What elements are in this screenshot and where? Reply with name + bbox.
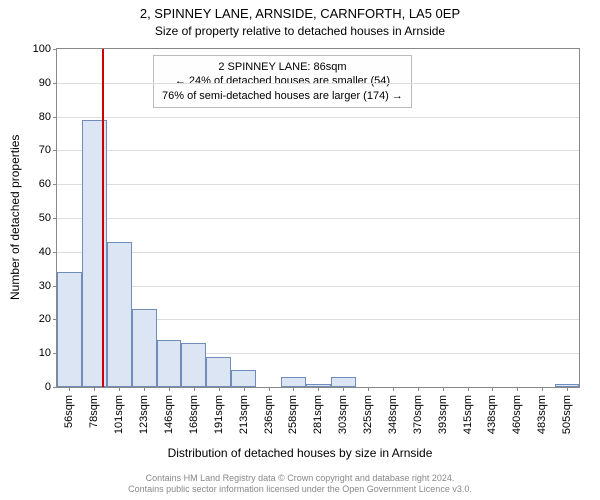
gridline <box>57 117 579 118</box>
y-tick-label: 100 <box>33 43 51 55</box>
x-tick-label: 438sqm <box>486 395 498 434</box>
gridline <box>57 286 579 287</box>
histogram-bar <box>157 340 182 387</box>
histogram-bar <box>281 377 306 387</box>
x-tick-mark <box>418 387 419 391</box>
y-tick-mark <box>53 150 57 151</box>
x-tick-label: 168sqm <box>188 395 200 434</box>
x-tick-mark <box>443 387 444 391</box>
footer-text: Contains HM Land Registry data © Crown c… <box>0 473 600 496</box>
x-tick-label: 146sqm <box>163 395 175 434</box>
x-tick-mark <box>144 387 145 391</box>
x-tick-label: 505sqm <box>561 395 573 434</box>
x-tick-mark <box>194 387 195 391</box>
x-tick-label: 281sqm <box>312 395 324 434</box>
x-tick-mark <box>169 387 170 391</box>
x-tick-label: 101sqm <box>113 395 125 434</box>
y-tick-mark <box>53 218 57 219</box>
gridline <box>57 218 579 219</box>
histogram-bar <box>231 370 256 387</box>
x-tick-mark <box>69 387 70 391</box>
y-tick-mark <box>53 83 57 84</box>
x-tick-label: 415sqm <box>462 395 474 434</box>
histogram-bar <box>331 377 356 387</box>
x-tick-mark <box>119 387 120 391</box>
annotation-line1: 2 SPINNEY LANE: 86sqm <box>162 60 403 74</box>
x-tick-label: 325sqm <box>362 395 374 434</box>
x-tick-label: 370sqm <box>412 395 424 434</box>
x-tick-label: 348sqm <box>387 395 399 434</box>
y-tick-mark <box>53 387 57 388</box>
y-tick-label: 80 <box>39 111 51 123</box>
y-tick-label: 0 <box>45 381 51 393</box>
x-tick-mark <box>318 387 319 391</box>
annotation-line2: ← 24% of detached houses are smaller (54… <box>162 74 403 88</box>
histogram-bar <box>181 343 206 387</box>
x-axis-label: Distribution of detached houses by size … <box>0 446 600 460</box>
histogram-bar <box>132 309 157 387</box>
x-tick-mark <box>244 387 245 391</box>
x-tick-mark <box>542 387 543 391</box>
x-tick-mark <box>393 387 394 391</box>
y-tick-label: 10 <box>39 347 51 359</box>
x-tick-label: 191sqm <box>213 395 225 434</box>
y-tick-label: 70 <box>39 144 51 156</box>
plot-area: 2 SPINNEY LANE: 86sqm ← 24% of detached … <box>56 48 580 388</box>
footer-line1: Contains HM Land Registry data © Crown c… <box>0 473 600 485</box>
y-tick-label: 30 <box>39 280 51 292</box>
y-tick-label: 40 <box>39 246 51 258</box>
x-tick-mark <box>517 387 518 391</box>
x-tick-label: 236sqm <box>263 395 275 434</box>
x-tick-mark <box>343 387 344 391</box>
x-tick-label: 56sqm <box>63 395 75 428</box>
x-tick-mark <box>219 387 220 391</box>
gridline <box>57 150 579 151</box>
chart-title-line2: Size of property relative to detached ho… <box>0 24 600 38</box>
x-tick-label: 393sqm <box>437 395 449 434</box>
annotation-box: 2 SPINNEY LANE: 86sqm ← 24% of detached … <box>153 55 412 108</box>
x-tick-mark <box>293 387 294 391</box>
x-tick-mark <box>567 387 568 391</box>
y-tick-label: 20 <box>39 313 51 325</box>
y-tick-label: 60 <box>39 178 51 190</box>
x-tick-mark <box>269 387 270 391</box>
y-tick-label: 50 <box>39 212 51 224</box>
x-tick-mark <box>492 387 493 391</box>
gridline <box>57 184 579 185</box>
y-tick-mark <box>53 49 57 50</box>
chart-container: 2, SPINNEY LANE, ARNSIDE, CARNFORTH, LA5… <box>0 0 600 500</box>
y-tick-mark <box>53 117 57 118</box>
gridline <box>57 252 579 253</box>
histogram-bar <box>57 272 82 387</box>
reference-line <box>102 49 104 387</box>
x-tick-label: 78sqm <box>88 395 100 428</box>
x-tick-label: 460sqm <box>511 395 523 434</box>
chart-title-line1: 2, SPINNEY LANE, ARNSIDE, CARNFORTH, LA5… <box>0 6 600 21</box>
gridline <box>57 83 579 84</box>
footer-line2: Contains public sector information licen… <box>0 484 600 496</box>
y-axis-label: Number of detached properties <box>8 45 22 210</box>
x-tick-mark <box>468 387 469 391</box>
y-tick-label: 90 <box>39 77 51 89</box>
histogram-bar <box>206 357 231 387</box>
x-tick-mark <box>94 387 95 391</box>
y-tick-mark <box>53 252 57 253</box>
x-tick-label: 483sqm <box>536 395 548 434</box>
x-tick-label: 213sqm <box>238 395 250 434</box>
histogram-bar <box>107 242 132 387</box>
x-tick-label: 303sqm <box>337 395 349 434</box>
x-tick-label: 123sqm <box>138 395 150 434</box>
x-tick-label: 258sqm <box>287 395 299 434</box>
annotation-line3: 76% of semi-detached houses are larger (… <box>162 89 403 103</box>
y-tick-mark <box>53 184 57 185</box>
x-tick-mark <box>368 387 369 391</box>
